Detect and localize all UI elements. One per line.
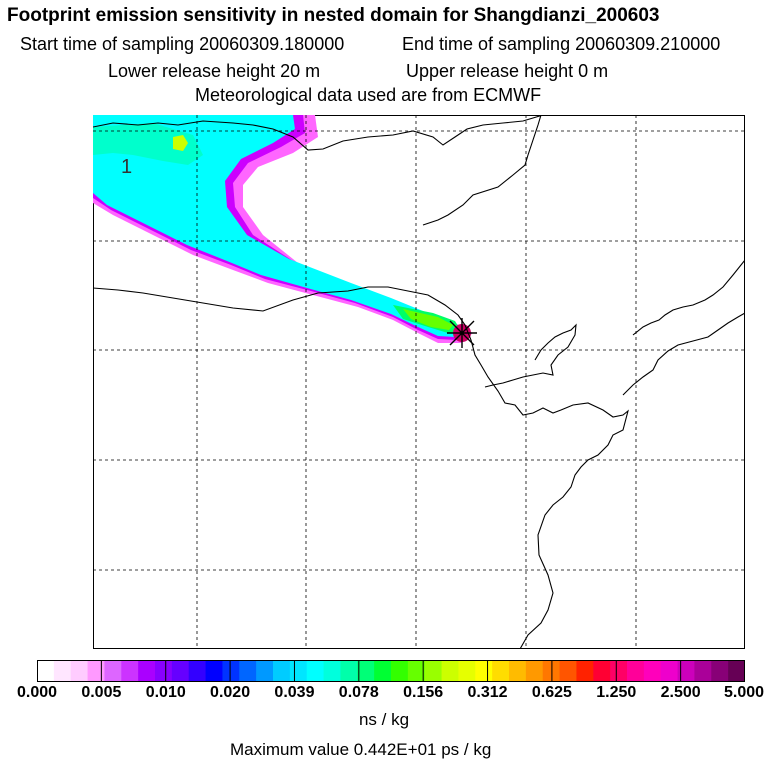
colorbar-tick-label: 0.005 [81, 684, 122, 701]
colorbar-swatch [509, 660, 527, 682]
coastline-peninsula [464, 324, 629, 649]
colorbar-swatch [70, 660, 89, 682]
colorbar-swatch [610, 660, 628, 682]
maximum-value-label: Maximum value 0.442E+01 ps / kg [230, 740, 492, 759]
colorbar-swatch [391, 660, 409, 682]
colorbar-tick-label: 0.020 [210, 684, 251, 701]
colorbar-swatch [289, 660, 308, 682]
met-data-label: Meteorological data used are from ECMWF [195, 85, 542, 105]
coastline-east [422, 115, 542, 226]
colorbar-swatch [475, 660, 493, 682]
colorbar-swatch [728, 660, 745, 682]
colorbar-swatch [559, 660, 577, 682]
colorbar-tick-label: 0.078 [338, 684, 379, 701]
coastline-bay [484, 323, 577, 388]
colorbar-tick-label: 0.010 [145, 684, 186, 701]
colorbar-swatch [138, 660, 156, 682]
coastline-central [93, 286, 466, 326]
coastlines [93, 115, 745, 649]
emission-plume [93, 115, 473, 343]
colorbar-swatch [273, 660, 291, 682]
colorbar-tick-label: 2.500 [660, 684, 701, 701]
plume-layer-4 [93, 123, 203, 165]
colorbar-swatch [407, 660, 426, 682]
colorbar-swatch [340, 660, 358, 682]
colorbar-swatch [576, 660, 594, 682]
colorbar-swatch [458, 660, 476, 682]
plume-layer-6 [403, 309, 453, 330]
colorbar-tick-label: 0.000 [16, 684, 58, 701]
figure-title: Footprint emission sensitivity in nested… [7, 5, 660, 26]
footprint-map: 1 [93, 115, 745, 649]
start-time-label: Start time of sampling 20060309.180000 [20, 34, 345, 54]
colorbar-swatch [306, 660, 325, 682]
colorbar-swatch [374, 660, 392, 682]
colorbar-tick-label: 0.312 [467, 684, 508, 701]
plume-layer-3 [93, 115, 463, 337]
colorbar-swatch [155, 660, 173, 682]
colorbar-swatch [593, 660, 611, 682]
colorbar-units: ns / kg [358, 710, 410, 729]
colorbar-swatch [188, 660, 207, 682]
colorbar [37, 660, 745, 682]
colorbar-swatch [441, 660, 459, 682]
colorbar-swatch [677, 660, 695, 682]
colorbar-swatch [542, 660, 561, 682]
colorbar-swatch [627, 660, 645, 682]
colorbar-tick-label: 5.000 [723, 684, 765, 701]
colorbar-tick-label: 0.156 [403, 684, 444, 701]
colorbar-swatch [323, 660, 341, 682]
upper-release-height-label: Upper release height 0 m [406, 61, 609, 81]
colorbar-swatch [53, 660, 72, 682]
colorbar-tick-label: 1.250 [596, 684, 637, 701]
coastline-north [93, 115, 544, 151]
coastline-korea [632, 259, 745, 336]
colorbar-swatch [694, 660, 712, 682]
colorbar-swatch [37, 660, 55, 682]
plume-layer-7 [173, 135, 188, 151]
lower-release-height-label: Lower release height 20 m [108, 61, 321, 81]
colorbar-swatch [643, 660, 662, 682]
colorbar-swatch [525, 660, 544, 682]
map-grid [93, 115, 745, 649]
coastline-korea-south [622, 312, 745, 396]
colorbar-swatch [171, 660, 190, 682]
colorbar-swatch [222, 660, 240, 682]
colorbar-swatch [424, 660, 443, 682]
colorbar-swatch [492, 660, 510, 682]
colorbar-swatch [121, 660, 139, 682]
colorbar-tick-label: 0.039 [274, 684, 315, 701]
end-time-label: End time of sampling 20060309.210000 [402, 34, 721, 54]
colorbar-swatch [357, 660, 375, 682]
colorbar-swatch [205, 660, 223, 682]
colorbar-swatch [660, 660, 679, 682]
colorbar-tick-label: 0.625 [531, 684, 572, 701]
colorbar-swatch [711, 660, 729, 682]
colorbar-swatch [104, 660, 122, 682]
colorbar-swatch [87, 660, 105, 682]
colorbar-swatch [256, 660, 274, 682]
region-label: 1 [121, 156, 132, 178]
colorbar-swatch [239, 660, 257, 682]
